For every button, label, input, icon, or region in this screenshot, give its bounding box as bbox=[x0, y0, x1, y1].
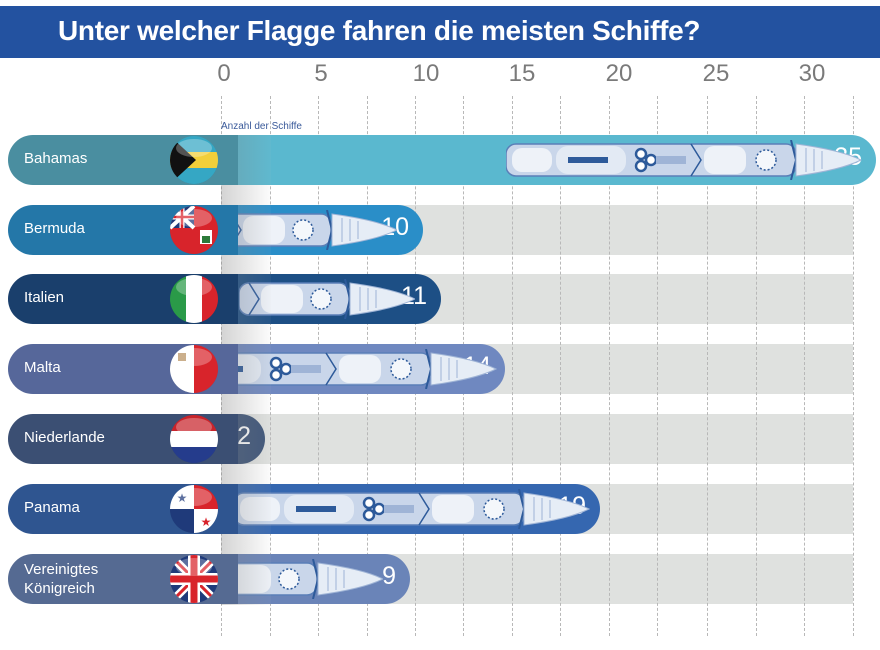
bar-value: 9 bbox=[382, 562, 396, 590]
malta-flag-icon bbox=[170, 345, 218, 393]
bar-bermuda: 10 bbox=[221, 205, 423, 255]
bermuda-flag-icon bbox=[170, 206, 218, 254]
country-name-line2: Königreich bbox=[24, 580, 95, 597]
x-tick-label: 30 bbox=[798, 60, 826, 87]
grid-line bbox=[853, 96, 854, 636]
country-name: Malta bbox=[24, 359, 61, 376]
country-name: Panama bbox=[24, 499, 80, 516]
country-name: Bermuda bbox=[24, 220, 85, 237]
cruise-ship-icon bbox=[506, 140, 863, 180]
bar-track bbox=[221, 414, 853, 464]
title-bar: Unter welcher Flagge fahren die meisten … bbox=[0, 6, 880, 58]
country-name: Vereinigtes Königreich bbox=[24, 560, 98, 598]
grid-line bbox=[609, 96, 610, 636]
x-tick-label: 25 bbox=[702, 60, 730, 87]
bar-vereinigtes-koenigreich: 9 bbox=[207, 554, 410, 604]
grid-line bbox=[707, 96, 708, 636]
bar-value: 2 bbox=[237, 422, 251, 450]
svg-text:★: ★ bbox=[201, 515, 212, 529]
x-tick-label: 20 bbox=[605, 60, 633, 87]
cruise-ship-icon bbox=[239, 279, 415, 319]
row-label-vereinigtes-koenigreich: Vereinigtes Königreich bbox=[8, 554, 238, 604]
country-name: Bahamas bbox=[24, 150, 88, 167]
bar-malta: 14 bbox=[141, 344, 505, 394]
grid-line bbox=[512, 96, 513, 636]
chart-title: Unter welcher Flagge fahren die meisten … bbox=[58, 15, 701, 46]
netherlands-flag-icon bbox=[170, 415, 218, 463]
row-label-panama: Panama ★ ★ bbox=[8, 484, 238, 534]
x-tick-label: 0 bbox=[217, 60, 231, 87]
bar-bahamas: 35 bbox=[221, 135, 876, 185]
grid-line bbox=[804, 96, 805, 636]
row-label-italien: Italien bbox=[8, 274, 238, 324]
row-label-niederlande: Niederlande bbox=[8, 414, 238, 464]
grid-line bbox=[657, 96, 658, 636]
x-tick-label: 10 bbox=[412, 60, 440, 87]
grid-line bbox=[560, 96, 561, 636]
bahamas-flag-icon bbox=[170, 136, 218, 184]
italy-flag-icon bbox=[170, 275, 218, 323]
country-name-line1: Vereinigtes bbox=[24, 561, 99, 578]
grid-line bbox=[756, 96, 757, 636]
axis-caption: Anzahl der Schiffe bbox=[221, 121, 302, 132]
x-tick-label: 5 bbox=[314, 60, 328, 87]
uk-flag-icon bbox=[170, 555, 218, 603]
row-label-bahamas: Bahamas bbox=[8, 135, 238, 185]
x-tick-label: 15 bbox=[508, 60, 536, 87]
svg-text:★: ★ bbox=[177, 491, 188, 505]
country-name: Niederlande bbox=[24, 429, 105, 446]
bar-panama: 19 bbox=[221, 484, 600, 534]
row-label-malta: Malta bbox=[8, 344, 238, 394]
cruise-ship-icon bbox=[221, 210, 397, 250]
cruise-ship-icon bbox=[234, 489, 591, 529]
bar-italien: 11 bbox=[221, 274, 441, 324]
panama-flag-icon: ★ ★ bbox=[170, 485, 218, 533]
row-label-bermuda: Bermuda bbox=[8, 205, 238, 255]
country-name: Italien bbox=[24, 289, 65, 306]
